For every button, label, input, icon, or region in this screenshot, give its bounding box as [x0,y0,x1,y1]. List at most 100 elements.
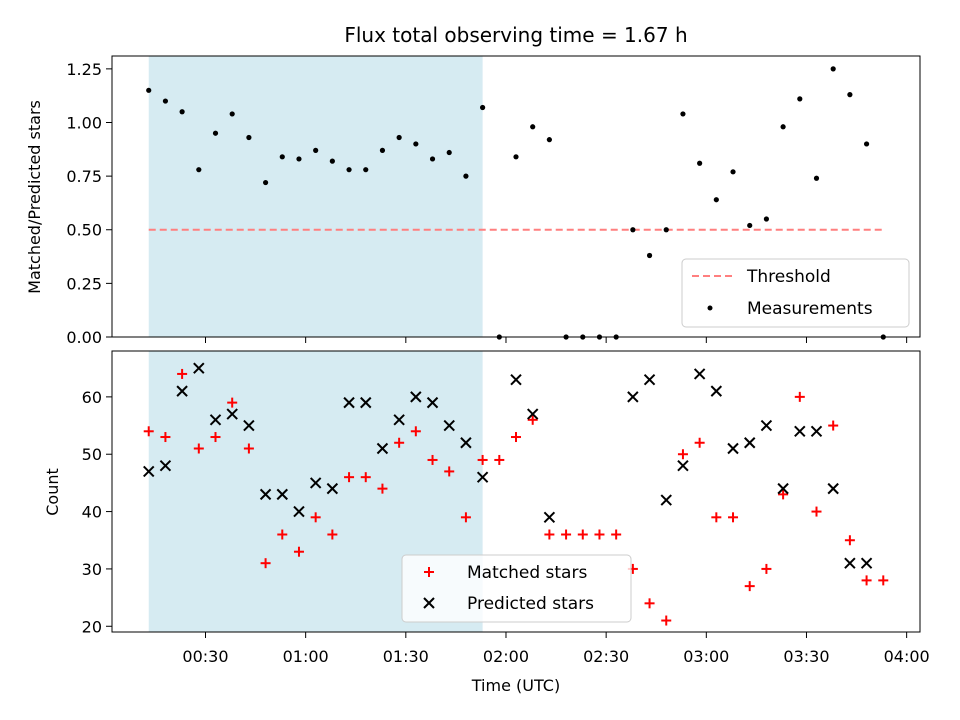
matched-star-point [861,575,872,586]
predicted-star-point [343,396,355,409]
matched-star-point [477,454,488,465]
bottom-ytick-label: 40 [82,503,102,522]
predicted-star-point [677,459,689,472]
measurement-point [630,227,636,233]
predicted-star-point [827,482,839,495]
measurement-point [279,154,285,160]
bottom-ylabel: Count [43,468,62,516]
top-observing-span [148,56,483,337]
predicted-star-point [393,414,405,426]
bottom-ytick-label: 50 [82,445,102,464]
predicted-star-point [309,477,322,489]
bottom-xtick-label: 02:30 [583,647,629,666]
bottom-xtick-label: 01:00 [283,647,329,666]
matched-star-point [243,443,254,454]
measurement-point [663,227,669,233]
matched-star-point [561,529,572,540]
legend-predicted-label: Predicted stars [467,594,594,614]
bottom-x-ticks: 00:30 01:00 01:30 02:00 02:30 03:00 03:30 04:00 [182,632,930,666]
matched-star-point [494,454,505,465]
measurement-point [162,98,169,104]
measurement-point [780,124,786,130]
measurement-point [196,167,202,173]
predicted-star-point [410,391,422,403]
predicted-star-point [844,557,856,569]
bottom-xtick-label: 03:00 [683,647,729,666]
matched-star-point [661,615,672,626]
predicted-star-point [226,408,238,420]
top-ytick-label: 1.00 [66,113,102,132]
measurement-point [146,87,152,93]
predicted-star-point [710,385,723,397]
matched-star-point [360,472,371,483]
bottom-xtick-label: 04:00 [884,647,930,666]
matched-star-point [427,454,438,465]
predicted-star-point [209,414,222,426]
measurement-point [446,149,452,156]
matched-star-point [711,512,722,523]
top-y-ticks: 0.00 0.25 0.50 0.75 1.00 1.25 [66,60,112,347]
matched-star-point [527,414,538,425]
matched-star-point [844,535,855,546]
top-x-ticks [204,337,908,343]
bottom-xtick-label: 00:30 [182,647,228,666]
predicted-star-point [243,419,255,432]
matched-star-point [511,432,521,443]
bottom-data-layer [143,362,889,626]
matched-star-point [577,529,588,540]
measurement-point [480,104,486,111]
matched-star-point [210,432,221,443]
predicted-star-point [276,488,288,501]
matched-star-point [694,437,705,448]
bottom-ytick-label: 60 [82,388,102,407]
matched-star-point [611,529,622,540]
bottom-ytick-label: 30 [82,560,102,579]
measurement-point [680,111,686,117]
bottom-panel: 20 30 40 50 60 00:30 01:00 01:30 02:00 02:30 03:0… [43,350,930,695]
measurement-point [546,137,552,143]
measurement-point [797,96,803,102]
measurement-point [813,175,820,181]
predicted-star-point [143,465,155,478]
matched-star-point [327,529,338,540]
top-ytick-label: 0.50 [66,221,102,240]
matched-star-point [828,420,839,431]
matched-star-point [410,426,421,437]
bottom-xtick-label: 03:30 [783,647,829,666]
predicted-star-point [376,442,389,455]
matched-star-point [160,432,171,443]
measurement-point [396,134,402,141]
predicted-star-point [794,425,806,437]
predicted-star-point [627,391,639,403]
predicted-star-point [744,437,756,449]
matched-star-point [394,437,405,448]
top-ytick-label: 0.00 [66,328,102,347]
matched-star-point [677,449,688,460]
predicted-star-point [193,362,205,374]
measurement-point [329,158,335,164]
matched-star-point [460,512,471,523]
predicted-star-point [426,396,439,409]
predicted-star-point [476,471,489,483]
measurement-point [379,147,386,153]
bottom-legend: Matched stars Predicted stars [401,554,632,623]
legend-measurements-swatch [707,305,713,311]
top-ytick-label: 0.75 [66,167,102,186]
top-legend: Threshold Measurements [681,258,910,328]
top-panel: 0.00 0.25 0.50 0.75 1.00 1.25 Flux total obse… [25,23,921,347]
predicted-star-point [510,373,522,386]
matched-star-point [544,529,555,540]
measurement-point [847,92,853,98]
measurement-point [863,141,870,147]
matched-star-point [594,529,605,540]
matched-star-point [177,368,188,379]
predicted-star-point [777,482,789,495]
measurement-point [429,156,436,162]
predicted-star-point [760,419,773,432]
measurement-point [296,156,302,162]
legend-matched-label: Matched stars [467,563,587,583]
matched-star-point [878,575,889,586]
predicted-star-point [460,437,472,449]
measurement-point [513,154,519,160]
measurement-point [463,173,469,179]
